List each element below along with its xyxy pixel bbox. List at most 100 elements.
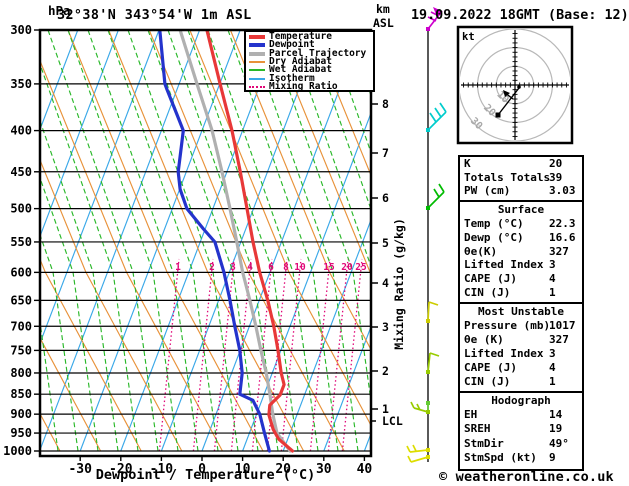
legend-swatch-mixing-ratio — [249, 85, 265, 88]
temp-tick-label: 10 — [235, 462, 251, 477]
wind-barb — [426, 301, 439, 323]
table-row: θe (K) 327 — [460, 333, 582, 347]
table-row-label: EH — [464, 408, 478, 421]
pressure-tick-label: 550 — [10, 235, 32, 249]
wet-adiabat-line — [41, 325, 59, 452]
mixing-ratio-line — [280, 258, 302, 452]
legend-label: Temperature — [269, 31, 332, 43]
mixing-ratio-value-label: 4 — [247, 262, 253, 273]
table-row: Temp (°C) 22.3 — [460, 217, 582, 231]
copyright-label: © weatheronline.co.uk — [439, 469, 614, 485]
legend-swatch-dewpoint — [249, 43, 265, 48]
wind-barb-dot — [426, 370, 430, 374]
wind-barb-feather — [410, 456, 429, 463]
pressure-tick-label: 950 — [10, 426, 32, 440]
dewpoint-curve — [158, 30, 271, 453]
hodograph-trace — [497, 87, 520, 116]
wind-barb-dot — [426, 448, 430, 452]
table-row-value: 16.6 — [549, 230, 576, 244]
wind-barb-feather — [427, 111, 447, 131]
legend-label: Dry Adiabat — [269, 56, 332, 68]
mixing-ratio-axis-title: Mixing Ratio (g/kg) — [392, 218, 406, 350]
lcl-label: LCL — [382, 414, 403, 428]
legend-row: Parcel Trajectory — [249, 47, 373, 59]
table-row-label: Lifted Index — [464, 347, 544, 360]
pressure-tick-label: 650 — [10, 293, 32, 307]
legend-swatch-isotherm — [249, 77, 265, 80]
table-row-value: 1 — [549, 286, 556, 300]
hodograph-start-marker — [495, 112, 501, 118]
table-row-value: 3 — [549, 258, 556, 272]
table-hodograph: Hodograph EH 14 SREH 19 StmDir 49° StmSpd (kt) 9 — [458, 391, 584, 471]
mixing-ratio-line — [158, 258, 180, 452]
table-row-label: Pressure (mb) — [464, 319, 551, 332]
legend-label: Isotherm — [269, 72, 315, 84]
isotherm-line — [79, 30, 241, 452]
mixing-ratio-line — [213, 258, 235, 452]
hodograph-arrow-head — [503, 90, 510, 97]
dry-adiabat-line — [270, 30, 370, 274]
wind-barb-feather — [434, 107, 442, 118]
table-row-value: 3.03 — [549, 184, 576, 198]
wind-barb — [426, 7, 443, 31]
table-row-label: CAPE (J) — [464, 272, 517, 286]
legend-label: Parcel Trajectory — [269, 47, 367, 59]
wind-barb-feather — [407, 455, 412, 463]
temp-tick-label: 40 — [357, 462, 373, 477]
mixing-ratio-line — [309, 258, 331, 452]
mixing-ratio-value-label: 8 — [283, 262, 289, 273]
pressure-tick-label: 400 — [10, 124, 32, 138]
dry-adiabat-line — [311, 30, 370, 175]
pressure-tick-label: 900 — [10, 407, 32, 421]
wind-barb-feather — [427, 301, 430, 322]
temp-tick-label: 30 — [316, 462, 332, 477]
table-row: CIN (J) 1 — [460, 286, 582, 300]
plot-border — [38, 28, 373, 458]
pressure-tick-label: 800 — [10, 366, 32, 380]
table-row-value: 49° — [549, 436, 569, 450]
pressure-tick-label: 350 — [10, 77, 32, 91]
table-row-label: CAPE (J) — [464, 361, 517, 374]
table-row-label: SREH — [464, 422, 491, 436]
table-row-label: θe(K) — [464, 244, 498, 258]
table-row: StmSpd (kt) 9 — [460, 451, 582, 465]
table-row: EH 14 — [460, 408, 582, 422]
km-tick-label: 5 — [382, 236, 389, 250]
isotherm-line — [323, 327, 370, 452]
dry-adiabat-line — [189, 30, 370, 425]
legend-label: Wet Adiabat — [269, 64, 332, 76]
table-row-value: 9 — [549, 450, 556, 464]
wind-barb-feather — [413, 407, 429, 413]
table-title: Surface — [497, 203, 545, 216]
legend-label: Mixing Ratio — [269, 80, 338, 92]
legend-swatch-wet-adiabat — [249, 69, 265, 72]
pressure-tick-label: 450 — [10, 165, 32, 179]
mixing-ratio-value-label: 25 — [355, 262, 367, 273]
wind-barb-feather — [412, 444, 417, 452]
isotherm-line — [160, 30, 322, 452]
wind-barb-feather — [406, 445, 411, 453]
table-most-unstable: Most Unstable Pressure (mb) 1017 θe (K) 327 L… — [458, 302, 584, 395]
run-datetime-label: 19.09.2022 18GMT (Base: 12) — [411, 8, 629, 23]
legend-row: Temperature — [249, 31, 373, 43]
table-row-value: 39 — [549, 170, 563, 184]
legend-row: Isotherm — [249, 72, 373, 84]
table-row-label: PW (cm) — [464, 184, 511, 198]
table-row: CIN (J) 1 — [460, 375, 582, 389]
mixing-ratio-line — [341, 258, 363, 452]
table-row-label: Lifted Index — [464, 258, 544, 272]
table-row-value: 4 — [549, 361, 556, 374]
dry-adiabat-line — [108, 30, 305, 452]
wind-barb — [426, 401, 430, 410]
table-row-label: Totals Totals — [464, 170, 551, 184]
wind-barb — [426, 352, 440, 374]
table-title: Most Unstable — [477, 305, 565, 318]
table-row-label: Temp (°C) — [464, 217, 524, 230]
temp-tick-label: -10 — [150, 462, 174, 477]
table-row-value: 14 — [549, 408, 563, 421]
wet-adiabat-line — [47, 30, 159, 452]
table-row-value: 3 — [549, 347, 556, 360]
